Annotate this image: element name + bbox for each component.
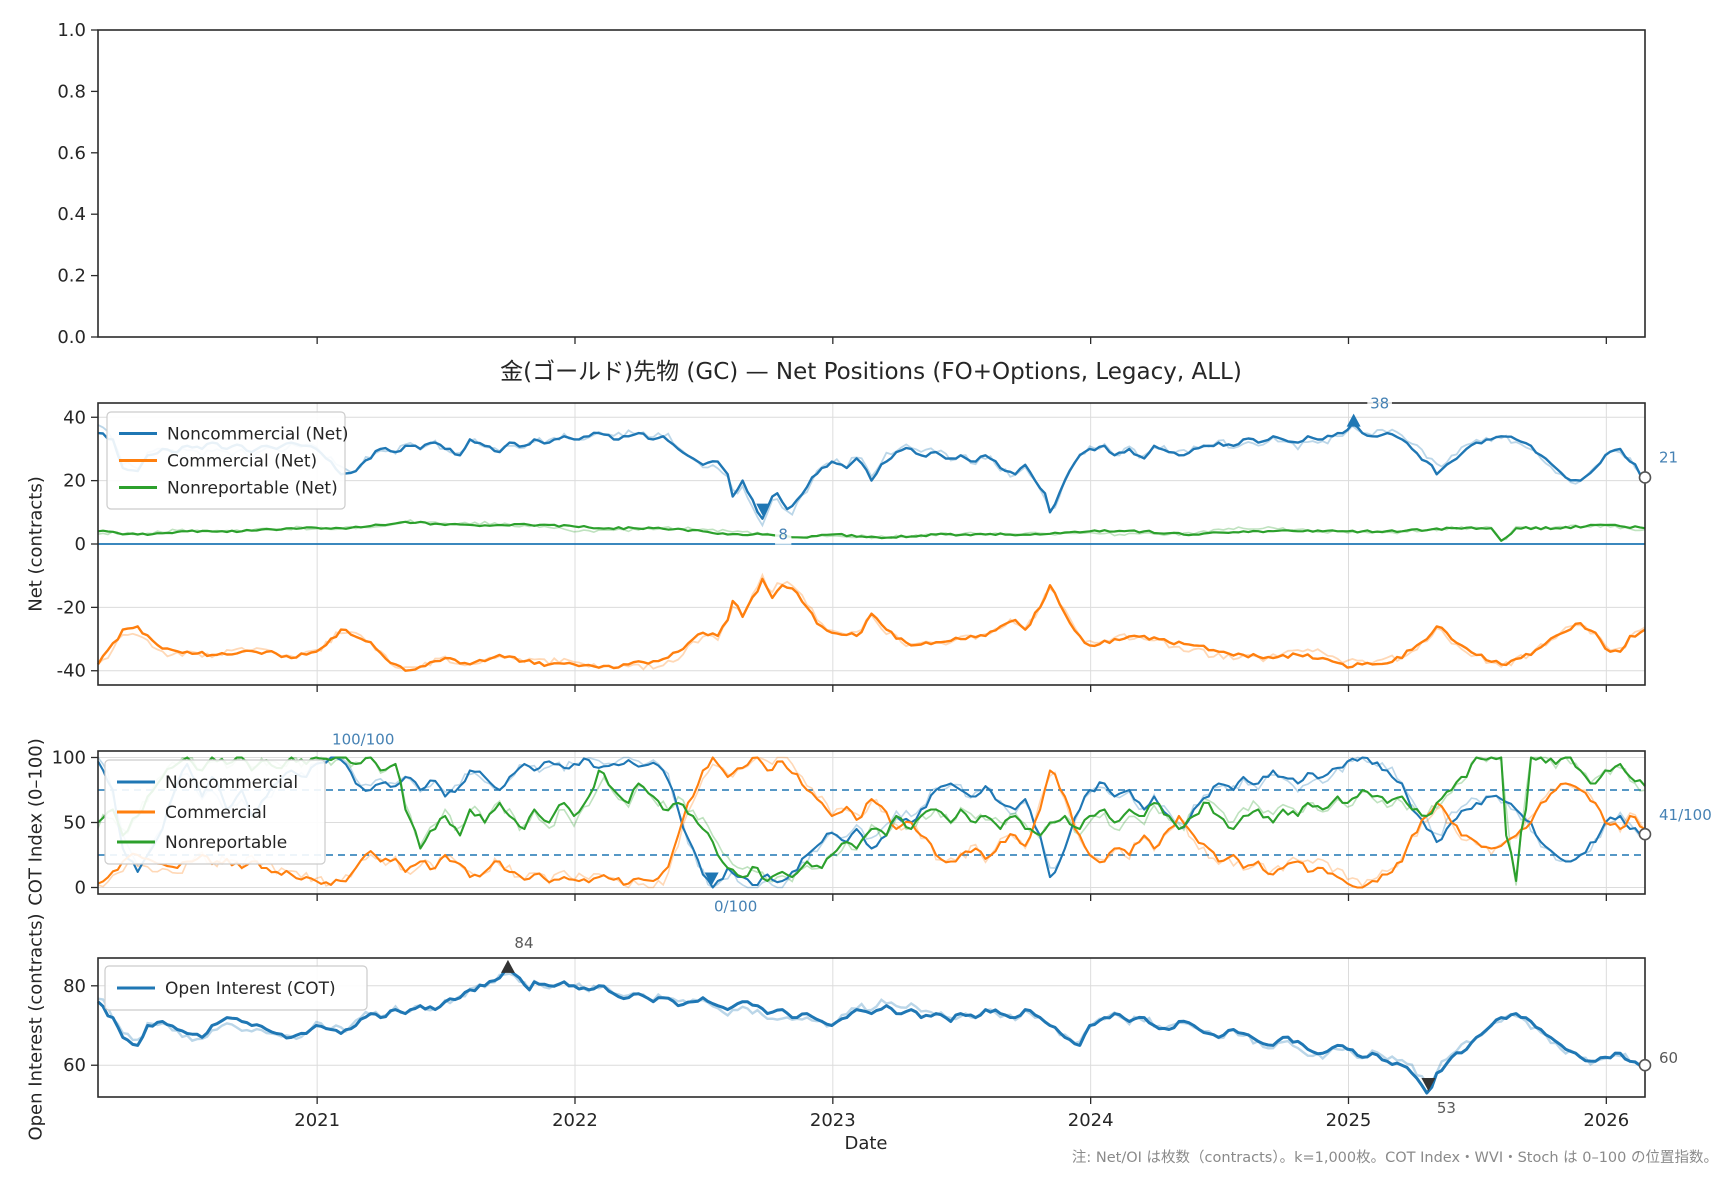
y-tick-label: 1.0: [57, 20, 86, 41]
x-tick-label: 2023: [810, 1110, 856, 1131]
y-tick-label: 20: [63, 471, 86, 492]
date-axis-label: Date: [844, 1133, 888, 1154]
chart-title: 金(ゴールド)先物 (GC) — Net Positions (FO+Optio…: [500, 359, 1242, 385]
legend: Noncommercial Commercial Nonreportable: [104, 759, 326, 865]
annotation-label: 21: [1659, 448, 1678, 466]
annotation-label: 38: [1370, 395, 1389, 413]
series-ghost-2: [97, 756, 1646, 886]
x-tick-label: 2026: [1583, 1110, 1629, 1131]
x-tick-label: 2024: [1068, 1110, 1114, 1131]
tri-down-marker: [1421, 1078, 1436, 1092]
endpoint-marker: [1638, 471, 1652, 484]
tri-down-marker: [756, 503, 771, 517]
x-tick-label: 2025: [1326, 1110, 1372, 1131]
tri-up-marker: [500, 959, 515, 973]
legend-label-0: Open Interest (COT): [165, 979, 336, 999]
annotation-100/100: 100/100: [328, 730, 395, 750]
annotation-bbox: [710, 897, 761, 917]
y-tick-label: 100: [52, 748, 86, 769]
y-tick-label: 80: [63, 976, 86, 997]
annotation-bbox: [1655, 1049, 1680, 1069]
annotation-label: 8: [778, 526, 788, 544]
series-ghost-0: [97, 972, 1646, 1085]
series-line-1: [97, 756, 1646, 889]
tri-down-marker: [704, 872, 719, 886]
series-line-0: [96, 968, 1646, 1095]
annotation-38: 38: [1346, 394, 1392, 427]
y-tick-label: 0: [75, 878, 86, 899]
series-line-0: [97, 422, 1646, 520]
legend: Open Interest (COT): [104, 965, 368, 1011]
y-tick-label: 60: [63, 1055, 86, 1076]
y-tick-label: 0: [75, 534, 86, 555]
annotation-label: 53: [1437, 1099, 1456, 1117]
annotation-bbox: [1434, 1099, 1459, 1119]
y-tick-label: 50: [63, 813, 86, 834]
panel-3: 80 60 2021 2022 2023 2024 2025 2026 Open Interes…: [63, 933, 1680, 1131]
x-tick-label: 2022: [552, 1110, 598, 1131]
footnote: 注: Net/OI は枚数（contracts）。k=1,000枚。COT In…: [1071, 1150, 1718, 1166]
series-line-2: [97, 520, 1646, 542]
net-axis-label: Net (contracts): [25, 476, 47, 612]
y-tick-label: 0.0: [57, 327, 86, 348]
legend-box: [106, 411, 346, 510]
y-tick-label: -20: [57, 597, 86, 618]
endpoint-marker: [1638, 1058, 1652, 1072]
annotation-41/100: 41/100: [1638, 806, 1713, 841]
series-line-0: [97, 756, 1646, 889]
legend-label-0: Noncommercial (Net): [167, 425, 349, 445]
axes-frame: [97, 29, 1646, 338]
series-line-2: [97, 756, 1646, 883]
cot-index-axis-label: COT Index (0–100): [25, 738, 47, 906]
x-tick-label: 2021: [294, 1110, 340, 1131]
y-tick-label: 0.4: [57, 204, 86, 225]
legend-box: [104, 759, 326, 865]
legend-label-2: Nonreportable (Net): [167, 479, 338, 499]
annotation-bbox: [1655, 806, 1713, 826]
panel-0: 0.0 0.2 0.4 0.6 0.8 1.0: [57, 20, 1646, 348]
y-tick-label: -40: [57, 661, 86, 682]
legend-label-1: Commercial (Net): [167, 452, 317, 472]
annotation-84: 84: [500, 933, 537, 973]
y-tick-label: 0.2: [57, 266, 86, 287]
y-tick-label: 0.6: [57, 143, 86, 164]
legend-label-1: Commercial: [165, 803, 267, 823]
annotation-bbox: [1655, 448, 1680, 468]
panel-1: 40 20 0 -20 -40 Noncommercial (Net) Commercial…: [57, 394, 1680, 692]
annotation-bbox: [1367, 394, 1392, 414]
annotation-8: 8: [756, 503, 792, 545]
annotation-bbox: [328, 730, 395, 750]
annotation-0/100: 0/100: [704, 872, 761, 917]
annotation-21: 21: [1638, 448, 1680, 484]
annotation-60: 60: [1638, 1049, 1680, 1072]
annotation-bbox: [511, 933, 537, 953]
annotation-label: 41/100: [1659, 806, 1712, 824]
annotation-label: 0/100: [714, 898, 757, 916]
annotation-label: 60: [1659, 1049, 1678, 1067]
endpoint-marker: [1638, 827, 1652, 841]
series-ghost-1: [97, 572, 1646, 671]
legend: Noncommercial (Net) Commercial (Net) Nonre…: [106, 411, 349, 510]
legend-label-0: Noncommercial: [165, 773, 298, 793]
y-tick-label: 0.8: [57, 81, 86, 102]
series-line-1: [96, 577, 1646, 672]
annotation-bbox: [775, 525, 792, 545]
axes-frame: [97, 957, 1646, 1098]
panel-2: 100 50 0 Noncommercial Commercial Nonreportab…: [52, 730, 1713, 917]
legend-box: [104, 965, 368, 1011]
open-interest-axis-label: Open Interest (contracts): [25, 913, 47, 1141]
tri-up-marker: [1346, 413, 1361, 427]
annotation-label: 100/100: [332, 731, 394, 749]
y-tick-label: 40: [63, 407, 86, 428]
annotation-label: 84: [514, 934, 533, 952]
legend-label-2: Nonreportable: [165, 833, 287, 853]
annotation-53: 53: [1421, 1078, 1459, 1119]
